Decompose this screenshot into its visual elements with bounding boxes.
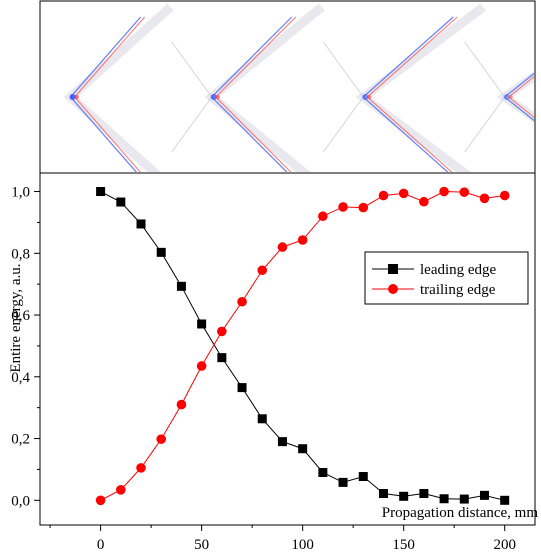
data-point-leading [318, 468, 328, 478]
data-point-trailing [176, 399, 187, 410]
data-point-trailing [358, 202, 369, 213]
x-axis-title: Propagation distance, mm [382, 505, 539, 521]
data-point-trailing [398, 188, 409, 199]
data-point-trailing [237, 296, 247, 307]
data-point-leading [399, 491, 409, 501]
data-point-trailing [95, 495, 106, 506]
data-point-leading [298, 444, 308, 454]
legend-label-trailing: trailing edge [420, 282, 496, 298]
data-point-trailing [419, 196, 429, 207]
data-point-leading [156, 247, 166, 257]
data-point-trailing [116, 485, 126, 495]
data-point-trailing [318, 211, 328, 222]
legend-label-leading: leading edge [420, 262, 497, 278]
data-point-leading [176, 281, 186, 291]
x-tick-label: 50 [194, 537, 209, 552]
pulse-pattern [171, 3, 325, 172]
data-point-leading [338, 477, 348, 487]
data-point-trailing [297, 235, 308, 245]
y-tick-label: 0,6 [11, 308, 30, 324]
x-tick-label: 100 [291, 537, 314, 552]
data-point-trailing [136, 463, 146, 473]
data-point-leading [358, 472, 368, 482]
data-point-leading [116, 197, 126, 207]
legend-marker-leading [388, 264, 398, 274]
pulse-pattern [464, 41, 534, 153]
field-pattern-image [39, 0, 536, 174]
data-point-trailing [499, 190, 510, 201]
data-point-leading [197, 319, 207, 329]
x-tick-label: 200 [493, 537, 516, 552]
data-point-trailing [338, 202, 348, 212]
data-point-leading [217, 353, 227, 363]
data-point-trailing [459, 187, 470, 197]
data-point-trailing [156, 434, 167, 444]
data-point-trailing [196, 361, 207, 371]
data-point-trailing [257, 265, 268, 276]
data-point-trailing [479, 193, 490, 204]
x-tick-label: 150 [392, 537, 415, 552]
data-point-trailing [378, 190, 389, 201]
data-point-leading [136, 219, 146, 229]
y-axis-title: Entire energy, a.u. [8, 263, 24, 372]
data-point-leading [237, 383, 247, 393]
plot-frame [39, 172, 536, 526]
legend-marker-trailing [388, 284, 398, 294]
y-tick-label: 0,8 [11, 246, 30, 262]
y-tick-label: 0,4 [11, 370, 30, 386]
data-point-trailing [439, 186, 449, 197]
data-point-leading [378, 489, 388, 499]
data-point-leading [439, 494, 449, 504]
data-point-trailing [277, 242, 288, 252]
data-point-leading [257, 414, 267, 424]
data-point-leading [419, 489, 429, 499]
axis-ticks: 0 50 100 150 200 0,0 0,2 0,4 0,6 0,8 1,0 [11, 185, 516, 552]
legend: leading edge trailing edge [364, 251, 529, 305]
data-point-leading [96, 187, 106, 197]
series-markers [95, 186, 510, 506]
data-point-leading [277, 437, 287, 447]
data-point-leading [459, 494, 469, 504]
y-tick-label: 0,0 [11, 493, 30, 509]
pulse-pattern [63, 3, 174, 172]
data-point-leading [500, 495, 510, 505]
legend-box [364, 251, 529, 305]
data-point-trailing [217, 326, 227, 337]
y-tick-label: 0,2 [11, 432, 30, 448]
x-tick-label: 0 [97, 537, 105, 552]
y-tick-label: 1,0 [11, 185, 30, 201]
pulse-pattern [322, 3, 486, 172]
data-point-leading [479, 490, 489, 500]
